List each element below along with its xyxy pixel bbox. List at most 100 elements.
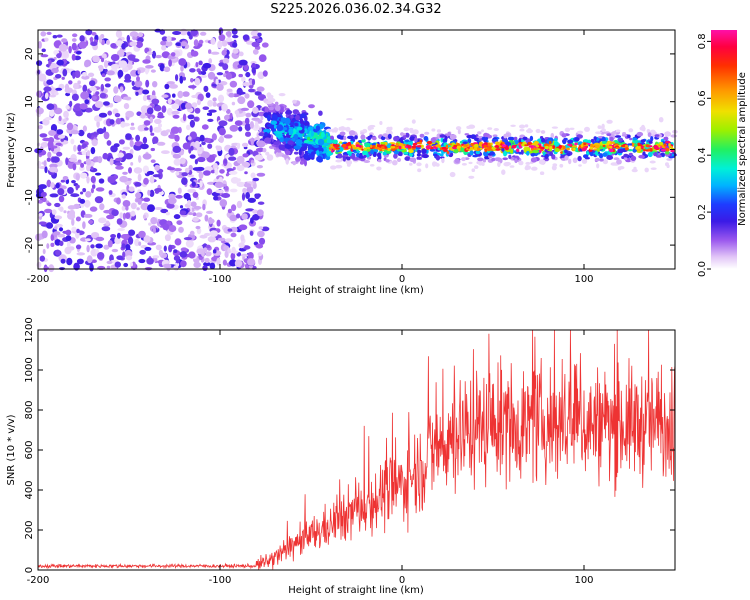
heatmap-cell xyxy=(82,221,86,230)
colorbar-gradient xyxy=(711,30,737,269)
heatmap-cell xyxy=(228,170,238,175)
heatmap-cell xyxy=(241,161,251,168)
heatmap-cell xyxy=(98,217,107,224)
heatmap-cell xyxy=(191,94,198,99)
heatmap-cell xyxy=(154,207,164,210)
heatmap-cell xyxy=(396,157,402,162)
heatmap-cell xyxy=(38,124,43,130)
heatmap-cell xyxy=(548,140,552,145)
heatmap-cell xyxy=(125,212,131,220)
heatmap-cell xyxy=(491,138,499,142)
heatmap-cell xyxy=(77,144,82,152)
heatmap-cell xyxy=(522,136,528,141)
heatmap-cell xyxy=(206,210,213,214)
heatmap-cell xyxy=(47,151,52,158)
heatmap-cell xyxy=(39,255,45,262)
heatmap-cell xyxy=(391,144,395,147)
heatmap-cell xyxy=(503,162,511,167)
heatmap-cell xyxy=(193,205,202,210)
heatmap-cell xyxy=(474,165,479,170)
heatmap-cell xyxy=(606,119,613,124)
heatmap-cell xyxy=(393,136,400,142)
heatmap-cell xyxy=(188,164,193,172)
heatmap-cell xyxy=(198,60,203,66)
colorbar-label: Normalized spectral amplitude xyxy=(737,72,748,226)
heatmap-cell xyxy=(166,81,175,85)
heatmap-cell xyxy=(180,65,184,72)
heatmap-cell xyxy=(71,180,76,184)
heatmap-cell xyxy=(199,180,203,188)
colorbar-tick-label: 0.2 xyxy=(697,204,708,220)
heatmap-cell xyxy=(385,129,392,133)
heatmap-cell xyxy=(36,60,43,66)
heatmap-cell xyxy=(46,202,52,207)
heatmap-cell xyxy=(487,127,493,130)
heatmap-cell xyxy=(623,153,629,158)
heatmap-cell xyxy=(207,218,215,224)
heatmap-cell xyxy=(102,152,109,160)
heatmap-cell xyxy=(285,109,293,115)
heatmap-cell xyxy=(518,160,524,166)
heatmap-cell xyxy=(165,211,170,216)
heatmap-cell xyxy=(491,157,496,162)
heatmap-cell xyxy=(125,133,132,140)
heatmap-cell xyxy=(189,230,195,236)
heatmap-cell xyxy=(181,172,188,177)
heatmap-cell xyxy=(350,148,353,152)
heatmap-cell xyxy=(257,230,265,238)
heatmap-cell xyxy=(122,200,131,207)
heatmap-cell xyxy=(194,140,200,149)
heatmap-cell xyxy=(244,171,248,175)
heatmap-cell xyxy=(115,165,124,170)
heatmap-cell xyxy=(94,101,104,108)
heatmap-cell xyxy=(469,146,474,150)
heatmap-cell xyxy=(236,181,246,188)
heatmap-cell xyxy=(263,129,271,133)
heatmap-cell xyxy=(214,167,219,176)
heatmap-cell xyxy=(50,234,54,241)
heatmap-cell xyxy=(509,148,514,154)
heatmap-cell xyxy=(446,150,450,154)
heatmap-cell xyxy=(481,136,489,141)
heatmap-cell xyxy=(76,252,86,256)
heatmap-cell xyxy=(435,155,441,161)
heatmap-cell xyxy=(583,142,587,146)
heatmap-cell xyxy=(138,241,142,246)
heatmap-cell xyxy=(110,234,116,239)
heatmap-cell xyxy=(90,187,94,194)
heatmap-cell xyxy=(125,255,133,261)
snr-xtick-label: -200 xyxy=(27,575,50,586)
heatmap-cell xyxy=(628,128,634,133)
heatmap-cell xyxy=(236,200,243,209)
heatmap-cell xyxy=(629,137,633,141)
heatmap-cell xyxy=(335,127,339,131)
heatmap-cell xyxy=(63,110,69,118)
heatmap-cell xyxy=(119,175,129,183)
heatmap-cell xyxy=(238,59,248,66)
heatmap-cell xyxy=(65,157,69,166)
heatmap-cell xyxy=(56,151,63,157)
heatmap-cell xyxy=(539,171,545,175)
heatmap-cell xyxy=(644,167,649,173)
heatmap-cell xyxy=(376,144,381,147)
heatmap-cell xyxy=(398,145,402,150)
heatmap-cell xyxy=(443,149,448,152)
heatmap-cell xyxy=(416,141,423,145)
heatmap-cell xyxy=(525,161,531,165)
heatmap-cell xyxy=(37,41,42,49)
heatmap-cell xyxy=(628,152,633,156)
heatmap-cell xyxy=(439,153,444,157)
heatmap-cell xyxy=(611,131,617,135)
heatmap-cell xyxy=(98,35,103,44)
heatmap-cell xyxy=(163,245,167,252)
heatmap-cell xyxy=(237,96,246,105)
heatmap-cell xyxy=(223,134,233,139)
heatmap-cell xyxy=(106,70,115,76)
heatmap-cell xyxy=(389,126,393,131)
heatmap-cell xyxy=(231,246,236,254)
heatmap-cell xyxy=(58,115,62,122)
heatmap-cell xyxy=(245,208,255,212)
heatmap-cell xyxy=(218,120,228,127)
heatmap-cell xyxy=(131,80,135,86)
heatmap-cell xyxy=(315,125,321,132)
